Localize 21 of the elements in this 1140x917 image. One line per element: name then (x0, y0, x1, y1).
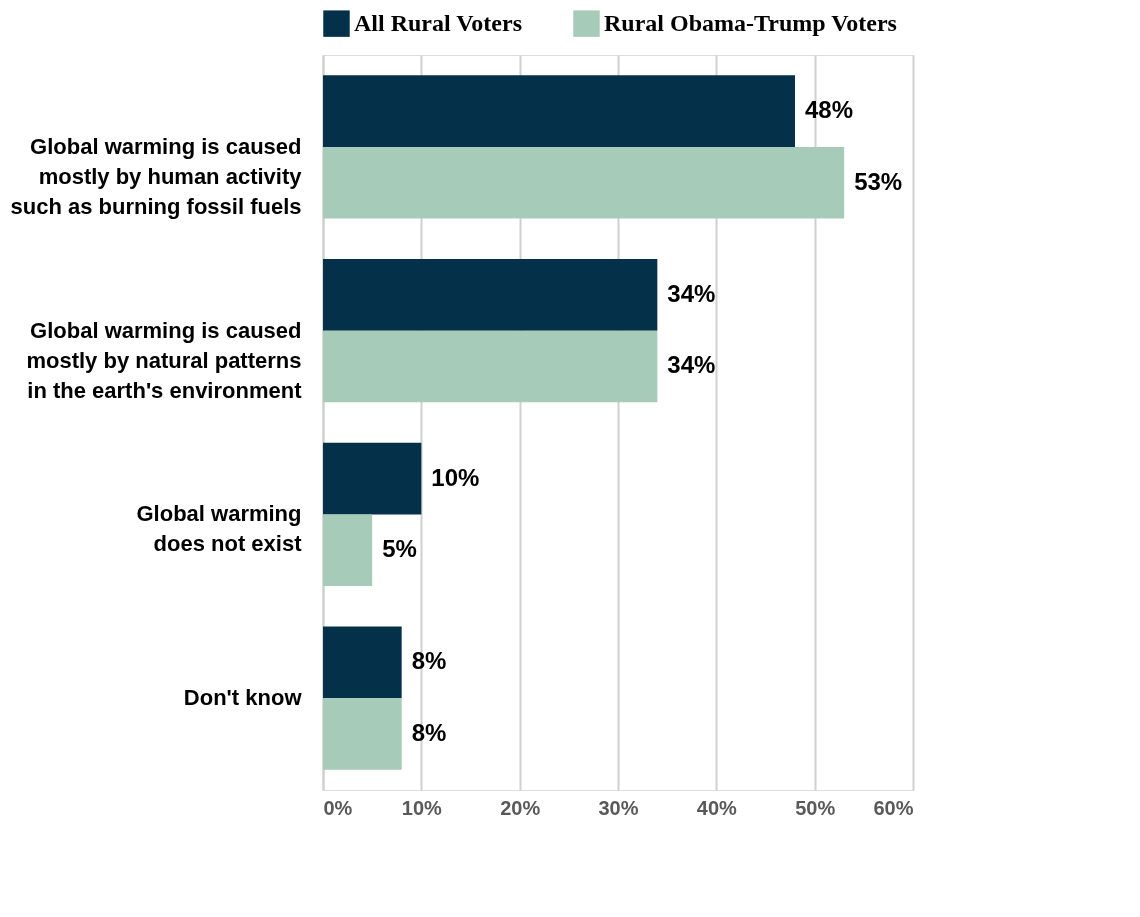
x-tick-label: 60% (873, 796, 914, 819)
data-label: 48% (805, 96, 854, 124)
x-tick-label: 30% (598, 796, 639, 819)
legend-label: All Rural Voters (354, 9, 522, 36)
x-tick-label: 40% (696, 796, 738, 819)
data-label: 53% (854, 167, 903, 195)
x-tick-label: 0% (323, 796, 353, 819)
data-label: 34% (667, 351, 716, 379)
y-tick-label: Global warming is caused mostly by human activity such as burning fossil fuels (10, 133, 303, 219)
data-label: 8% (411, 647, 447, 675)
data-label: 34% (667, 279, 716, 307)
y-tick-label: Don't know (183, 685, 303, 711)
data-label: 10% (431, 463, 480, 491)
x-tick-label: 20% (500, 796, 541, 819)
data-label: 8% (411, 718, 447, 746)
x-tick-label: 10% (401, 796, 443, 819)
y-tick-label: Global warming does not exist (136, 501, 303, 557)
y-tick-label: Global warming is caused mostly by natural patterns in the earth's environment (26, 317, 303, 403)
data-label: 5% (382, 535, 417, 563)
legend-label: Rural Obama-Trump Voters (604, 9, 897, 36)
x-tick-label: 50% (795, 796, 836, 819)
